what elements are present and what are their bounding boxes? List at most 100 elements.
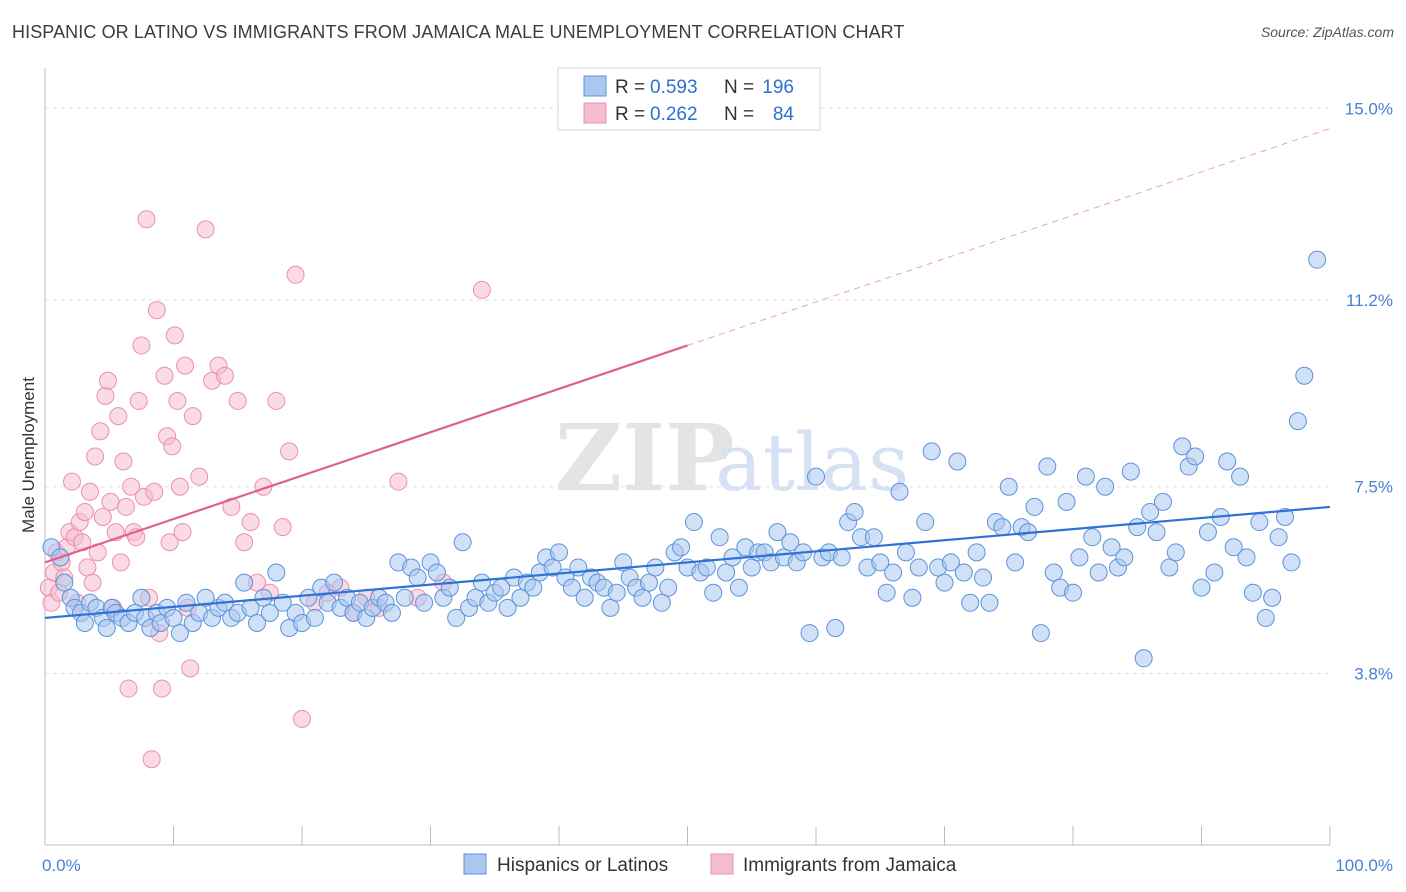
hispanic-point-63	[427, 563, 446, 582]
jamaica-point-61	[215, 366, 234, 385]
hispanic-point-131	[864, 528, 883, 547]
jamaica-point-36	[132, 336, 151, 355]
x-tick-label-0: 0.0%	[42, 856, 81, 875]
jamaica-point-29	[114, 452, 133, 471]
legend-n-value-2: 84	[773, 104, 795, 125]
hispanic-point-122	[807, 467, 825, 486]
hispanic-trendline	[44, 505, 1331, 620]
hispanic-point-70	[472, 573, 491, 592]
hispanic-point-140	[922, 442, 941, 461]
hispanic-point-168	[1102, 538, 1121, 557]
hispanic-point-172	[1128, 518, 1147, 537]
hispanic-point-107	[710, 528, 729, 547]
axes	[44, 68, 1331, 846]
hispanic-point-44	[305, 608, 324, 627]
bottom-legend: Hispanics or Latinos Immigrants from Jam…	[463, 853, 957, 876]
hispanic-point-145	[954, 563, 973, 582]
hispanic-point-156	[1025, 497, 1044, 516]
hispanic-point-162	[1064, 583, 1082, 602]
jamaica-point-72	[286, 265, 305, 284]
jamaica-point-70	[273, 518, 292, 537]
hispanic-point-171	[1121, 462, 1140, 481]
hispanic-point-182	[1192, 578, 1211, 597]
jamaica-point-9	[62, 472, 81, 491]
hispanic-point-187	[1224, 538, 1243, 557]
hispanic-point-191	[1250, 513, 1269, 532]
hispanic-point-97	[646, 558, 665, 577]
hispanic-point-184	[1205, 563, 1224, 582]
hispanic-point-125	[826, 619, 845, 638]
hispanic-point-78	[524, 578, 543, 597]
hispanic-point-95	[633, 588, 652, 607]
jamaica-point-42	[147, 301, 166, 320]
hispanic-point-132	[871, 553, 890, 572]
hispanic-point-23	[170, 624, 189, 643]
hispanic-point-2	[55, 573, 74, 592]
jamaica-point-22	[96, 386, 115, 405]
jamaica-point-18	[86, 447, 105, 466]
jamaica-point-52	[173, 523, 192, 542]
hispanic-point-67	[453, 533, 472, 552]
hispanic-point-157	[1031, 624, 1050, 643]
jamaica-point-57	[190, 467, 209, 486]
hispanic-point-116	[768, 523, 787, 542]
jamaica-point-56	[183, 407, 202, 426]
jamaica-point-58	[196, 220, 215, 239]
hispanic-point-174	[1141, 502, 1160, 521]
hispanic-point-189	[1237, 548, 1256, 567]
legend-r-value-2: 0.262	[650, 104, 698, 125]
legend-r-value-1: 0.593	[650, 77, 698, 98]
jamaica-point-20	[91, 422, 110, 441]
jamaica-point-80	[389, 472, 408, 491]
hispanic-point-179	[1173, 437, 1192, 456]
hispanic-point-110	[729, 578, 748, 597]
hispanic-point-76	[511, 588, 530, 607]
hispanic-point-38	[267, 563, 286, 582]
jamaica-point-71	[280, 442, 299, 461]
hispanic-point-144	[948, 452, 967, 471]
y-tick-label-1: 7.5%	[1354, 478, 1393, 497]
hispanic-point-99	[659, 578, 678, 597]
jamaica-point-83	[472, 280, 491, 299]
hispanic-point-148	[974, 568, 993, 587]
hispanic-point-66	[447, 608, 466, 627]
hispanic-point-103	[684, 513, 703, 532]
jamaica-point-65	[241, 513, 260, 532]
hispanic-point-136	[896, 543, 915, 562]
hispanic-point-165	[1083, 528, 1102, 547]
jamaica-point-16	[80, 482, 99, 501]
trendlines	[44, 127, 1331, 620]
hispanic-point-199	[1308, 250, 1327, 269]
hispanic-point-60	[408, 568, 427, 587]
jamaica-point-48	[163, 437, 182, 456]
jamaica-point-15	[78, 558, 97, 577]
watermark: ZIP atlas	[555, 404, 909, 512]
hispanic-point-143	[941, 553, 960, 572]
legend-n-label-2: N =	[724, 104, 754, 125]
jamaica-point-63	[228, 391, 247, 410]
hispanic-point-106	[704, 583, 723, 602]
hispanic-point-137	[903, 588, 922, 607]
hispanic-point-188	[1231, 467, 1250, 486]
jamaica-point-53	[176, 356, 195, 375]
jamaica-point-50	[168, 391, 187, 410]
hispanic-point-22	[164, 608, 183, 627]
legend-r-label-1: R =	[615, 77, 645, 98]
jamaica-point-64	[235, 533, 254, 552]
bottom-legend-swatch-blue	[463, 853, 487, 875]
hispanic-point-183	[1198, 523, 1217, 542]
hispanic-point-56	[382, 603, 401, 622]
jamaica-point-32	[122, 477, 141, 496]
x-tick-labels: 0.0% 100.0%	[42, 856, 1393, 875]
hispanic-point-108	[717, 563, 736, 582]
hispanic-point-43	[299, 588, 318, 607]
y-axis-label: Male Unemployment	[19, 377, 38, 533]
hispanic-point-37	[260, 603, 279, 622]
hispanic-point-47	[325, 573, 344, 592]
hispanic-point-90	[601, 598, 620, 617]
hispanic-point-192	[1256, 608, 1275, 627]
hispanic-point-175	[1147, 523, 1166, 542]
hispanic-point-163	[1070, 548, 1089, 567]
jamaica-point-23	[98, 371, 117, 390]
